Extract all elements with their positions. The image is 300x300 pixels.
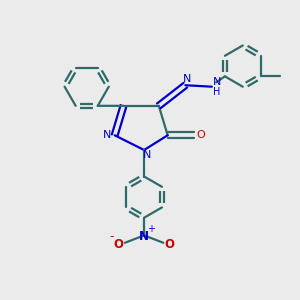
Text: -: - <box>110 230 114 243</box>
Text: +: + <box>147 224 154 234</box>
Text: O: O <box>113 238 124 251</box>
Text: N: N <box>213 77 221 87</box>
Text: N: N <box>139 230 149 243</box>
Text: N: N <box>143 150 151 160</box>
Text: N: N <box>183 74 191 84</box>
Text: H: H <box>213 87 221 97</box>
Text: O: O <box>196 130 205 140</box>
Text: O: O <box>165 238 175 251</box>
Text: N: N <box>103 130 112 140</box>
